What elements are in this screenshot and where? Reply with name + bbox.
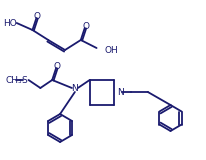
Text: O: O — [34, 12, 41, 20]
Text: O: O — [53, 61, 60, 71]
Text: N: N — [117, 88, 123, 96]
Text: CH₃: CH₃ — [6, 76, 22, 84]
Text: O: O — [82, 21, 89, 31]
Text: N: N — [71, 84, 78, 92]
Text: OH: OH — [104, 45, 118, 55]
Text: HO: HO — [3, 19, 17, 28]
Text: S: S — [22, 76, 27, 84]
